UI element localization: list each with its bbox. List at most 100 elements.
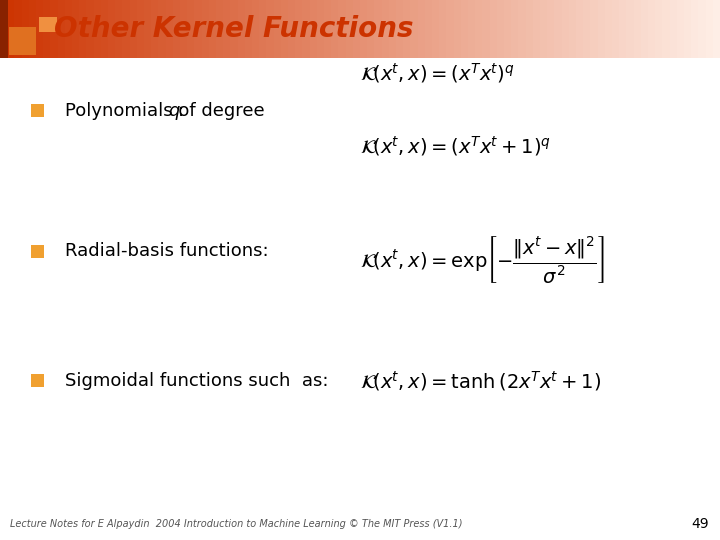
Bar: [605, 0, 613, 58]
Bar: [461, 0, 469, 58]
Bar: [569, 0, 577, 58]
Bar: [180, 0, 189, 58]
Bar: [490, 0, 498, 58]
Text: $\mathcal{K}\!\left(\mathbf{\mathit{x}}^t,\mathbf{\mathit{x}}\right)=\left(\math: $\mathcal{K}\!\left(\mathbf{\mathit{x}}^…: [360, 61, 515, 85]
Bar: [547, 0, 556, 58]
Bar: [58, 0, 66, 58]
Bar: [425, 0, 433, 58]
Bar: [317, 0, 325, 58]
Bar: [7, 0, 16, 58]
Bar: [403, 0, 412, 58]
Bar: [31, 245, 44, 258]
Bar: [684, 0, 693, 58]
Bar: [713, 0, 720, 58]
Bar: [590, 0, 599, 58]
Bar: [94, 0, 102, 58]
Bar: [691, 0, 700, 58]
Bar: [50, 0, 59, 58]
Bar: [655, 0, 664, 58]
Bar: [540, 0, 549, 58]
Bar: [598, 0, 606, 58]
Bar: [0, 0, 9, 58]
Bar: [288, 0, 297, 58]
Bar: [223, 0, 232, 58]
Bar: [252, 0, 261, 58]
Bar: [583, 0, 592, 58]
Bar: [382, 0, 390, 58]
Bar: [266, 0, 275, 58]
Bar: [39, 17, 57, 32]
Bar: [504, 0, 513, 58]
Bar: [22, 0, 30, 58]
Bar: [576, 0, 585, 58]
Bar: [677, 0, 685, 58]
Bar: [410, 0, 419, 58]
Bar: [612, 0, 621, 58]
Bar: [281, 0, 289, 58]
Bar: [115, 0, 124, 58]
Bar: [446, 0, 455, 58]
Bar: [65, 0, 73, 58]
Bar: [698, 0, 707, 58]
Text: 49: 49: [692, 517, 709, 531]
Bar: [634, 0, 642, 58]
Text: Other Kernel Functions: Other Kernel Functions: [54, 15, 413, 43]
Bar: [101, 0, 109, 58]
Text: $\mathcal{K}\!\left(\mathbf{\mathit{x}}^t,\mathbf{\mathit{x}}\right)=\mathrm{tan: $\mathcal{K}\!\left(\mathbf{\mathit{x}}^…: [360, 369, 601, 393]
Bar: [14, 0, 23, 58]
Bar: [353, 0, 361, 58]
Bar: [72, 0, 81, 58]
Text: Polynomials of degree: Polynomials of degree: [65, 102, 270, 120]
Bar: [310, 0, 318, 58]
Bar: [79, 0, 88, 58]
Bar: [122, 0, 131, 58]
Text: $\mathcal{K}\!\left(\mathbf{\mathit{x}}^t,\mathbf{\mathit{x}}\right)=\left(\math: $\mathcal{K}\!\left(\mathbf{\mathit{x}}^…: [360, 134, 551, 158]
Bar: [259, 0, 268, 58]
Bar: [144, 0, 153, 58]
Bar: [346, 0, 354, 58]
Bar: [418, 0, 426, 58]
Bar: [324, 0, 333, 58]
Text: q: q: [168, 102, 179, 120]
Bar: [619, 0, 628, 58]
Bar: [302, 0, 311, 58]
Bar: [526, 0, 534, 58]
Bar: [374, 0, 383, 58]
Bar: [482, 0, 491, 58]
Bar: [562, 0, 570, 58]
Bar: [706, 0, 714, 58]
Bar: [209, 0, 217, 58]
Bar: [533, 0, 541, 58]
Bar: [396, 0, 405, 58]
Bar: [216, 0, 225, 58]
Bar: [9, 27, 36, 55]
Bar: [166, 0, 174, 58]
Bar: [245, 0, 253, 58]
Bar: [173, 0, 181, 58]
Bar: [367, 0, 376, 58]
Bar: [389, 0, 397, 58]
Text: Sigmoidal functions such  as:: Sigmoidal functions such as:: [65, 372, 328, 390]
Bar: [29, 0, 37, 58]
Bar: [432, 0, 441, 58]
Bar: [108, 0, 117, 58]
Bar: [518, 0, 527, 58]
Bar: [338, 0, 347, 58]
Bar: [468, 0, 477, 58]
Bar: [439, 0, 448, 58]
Bar: [43, 0, 52, 58]
Bar: [454, 0, 462, 58]
Bar: [511, 0, 520, 58]
Bar: [497, 0, 505, 58]
Bar: [662, 0, 671, 58]
Bar: [31, 104, 44, 117]
Bar: [36, 0, 45, 58]
Bar: [86, 0, 95, 58]
Bar: [360, 0, 369, 58]
Bar: [130, 0, 138, 58]
Bar: [648, 0, 657, 58]
Bar: [626, 0, 635, 58]
Bar: [641, 0, 649, 58]
Bar: [331, 0, 340, 58]
Bar: [151, 0, 160, 58]
